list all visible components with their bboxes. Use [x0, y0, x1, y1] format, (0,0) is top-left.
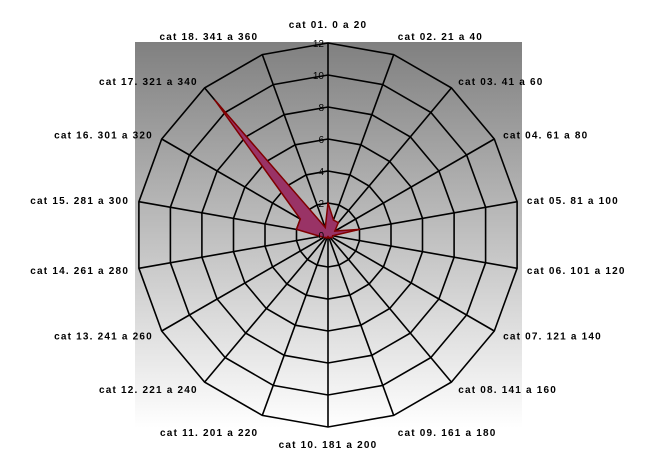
category-label: cat 15. 281 a 300 [30, 196, 129, 207]
data-point [334, 230, 336, 232]
data-point [332, 235, 334, 237]
category-label: cat 08. 141 a 160 [458, 385, 557, 396]
tick-label: 4 [318, 167, 324, 178]
category-label: cat 14. 261 a 280 [30, 266, 129, 277]
data-point [327, 236, 329, 238]
data-point [300, 218, 302, 220]
tick-label: 6 [318, 135, 324, 146]
category-label: cat 04. 61 a 80 [503, 131, 588, 142]
tick-label: 8 [318, 103, 324, 114]
tick-label: 0 [318, 231, 324, 242]
data-point [338, 222, 340, 224]
category-label: cat 01. 0 a 20 [289, 20, 368, 31]
data-point [359, 229, 361, 231]
data-point [331, 237, 333, 239]
category-label: cat 02. 21 a 40 [398, 32, 483, 43]
data-point [327, 202, 329, 204]
category-label: cat 13. 241 a 260 [54, 332, 153, 343]
category-label: cat 03. 41 a 60 [458, 77, 543, 88]
tick-label: 12 [313, 39, 325, 50]
category-label: cat 07. 121 a 140 [503, 332, 602, 343]
category-label: cat 05. 81 a 100 [527, 196, 619, 207]
category-label: cat 11. 201 a 220 [160, 428, 258, 439]
tick-label: 2 [318, 199, 324, 210]
category-label: cat 10. 181 a 200 [279, 440, 378, 451]
data-point [214, 99, 216, 101]
tick-label: 10 [313, 71, 325, 82]
data-point [328, 237, 330, 239]
category-label: cat 18. 341 a 360 [159, 32, 258, 43]
data-point [333, 219, 335, 221]
data-point [296, 229, 298, 231]
data-point [325, 227, 327, 229]
category-label: cat 06. 101 a 120 [527, 266, 626, 277]
category-label: cat 12. 221 a 240 [99, 385, 198, 396]
category-label: cat 16. 301 a 320 [54, 131, 153, 142]
data-point [325, 237, 327, 239]
category-label: cat 17. 321 a 340 [99, 77, 198, 88]
category-label: cat 09. 161 a 180 [398, 428, 497, 439]
